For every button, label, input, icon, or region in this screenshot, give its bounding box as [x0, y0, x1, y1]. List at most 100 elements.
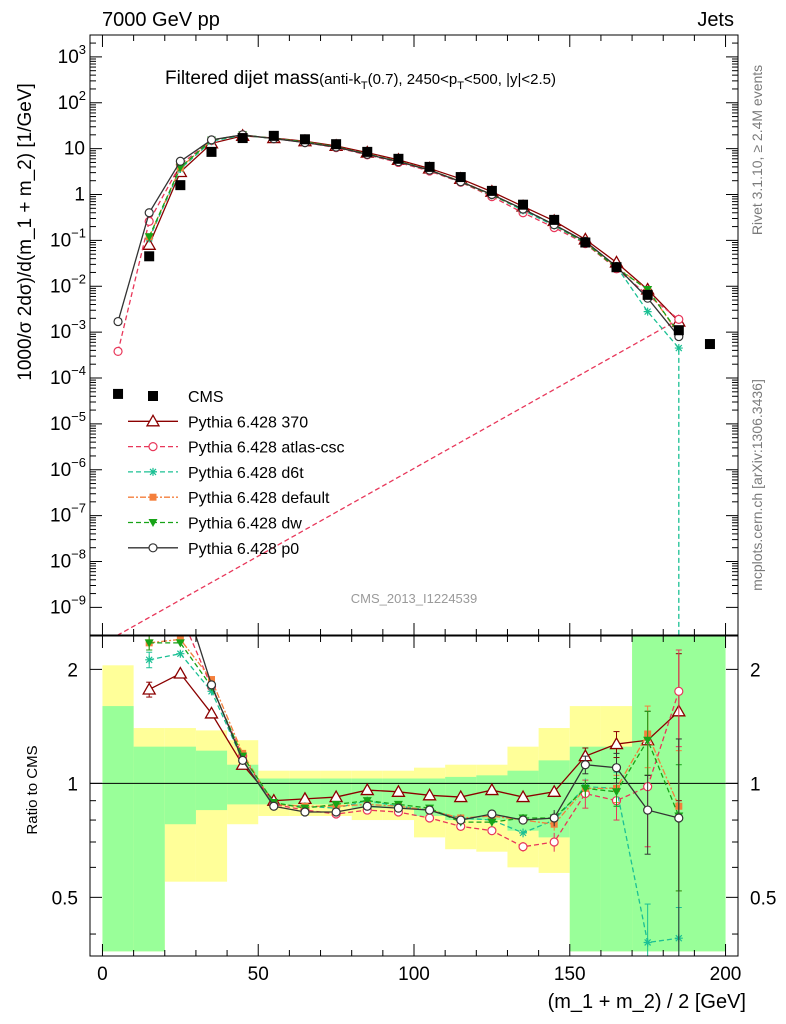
- ratio-point-5-11: [456, 815, 466, 825]
- rivet-label: Rivet 3.1.10, ≥ 2.4M events: [749, 65, 765, 235]
- ratio-point-1-13: [518, 842, 528, 852]
- legend-marker-0: [148, 391, 158, 401]
- y-tick-label-3: 10−6: [50, 455, 86, 481]
- main-series-group: [113, 128, 715, 635]
- ratio-y-tick-label-0: 0.5: [52, 888, 78, 909]
- data-point-9: [393, 153, 404, 164]
- band-green-15: [569, 746, 601, 952]
- x-tick-label-2: 100: [398, 964, 430, 985]
- ratio-point-5-5: [269, 801, 279, 811]
- legend: CMS Pythia 6.428 370 Pythia 6.428 atlas-cs…: [128, 389, 345, 558]
- ratio-point-5-10: [424, 805, 435, 815]
- ratio-point-0-0: [142, 682, 157, 695]
- ratio-point-1-14: [549, 837, 559, 847]
- series-line-1: [117, 134, 680, 635]
- series-2-point-16: [643, 307, 652, 316]
- ratio-point-0-8: [391, 784, 406, 797]
- series-4-point-0: [144, 233, 154, 242]
- ratio-y-tick-label-right-0: 0.5: [750, 888, 776, 909]
- legend-marker-4: [149, 493, 157, 501]
- ratio-point-2-2: [207, 687, 216, 696]
- ratio-point-5-4: [238, 755, 248, 765]
- series-1-point-0: [113, 346, 123, 357]
- ratio-point-4-14: [580, 784, 590, 793]
- data-point-0: [113, 388, 124, 399]
- legend-label-4: Pythia 6.428 default: [188, 490, 330, 507]
- x-tick-label-1: 50: [248, 964, 269, 985]
- data-point-19: [704, 339, 715, 350]
- title-sub-3: (0.7), 2450<p: [368, 71, 458, 88]
- ratio-point-4-6: [331, 800, 341, 809]
- y-tick-label-12: 103: [58, 42, 86, 68]
- ratio-point-3-2: [208, 676, 215, 684]
- axis-ticks: 0 50 100 150 200 10−9 10−8 10−7 10−6 10−5 10−4 10−3…: [50, 34, 776, 985]
- ratio-point-2-12: [519, 828, 528, 837]
- data-point-15: [580, 237, 591, 248]
- data-point-11: [455, 172, 466, 183]
- data-point-4: [237, 133, 248, 144]
- data-point-12: [486, 185, 497, 196]
- y-tick-label-9: 1: [74, 185, 85, 206]
- ratio-point-5-2: [176, 583, 184, 591]
- ratio-line-4: [149, 642, 680, 823]
- mcplots-label: mcplots.cern.ch [arXiv:1306.3436]: [749, 379, 765, 591]
- ratio-point-5-1: [145, 427, 153, 435]
- band-green-3: [195, 750, 228, 811]
- ratio-point-5-18: [674, 813, 684, 823]
- legend-marker-2: [148, 442, 158, 452]
- x-axis-label: (m_1 + m_2) / 2 [GeV]: [548, 991, 746, 1013]
- band-green-2: [164, 746, 196, 825]
- ratio-point-5-13: [518, 815, 528, 825]
- ratio-point-4-0: [144, 639, 154, 648]
- header-left: 7000 GeV pp: [102, 9, 220, 31]
- ratio-point-4-7: [362, 797, 372, 806]
- legend-label-2: Pythia 6.428 atlas-csc: [188, 440, 345, 457]
- y-tick-label-6: 10−3: [50, 317, 86, 343]
- data-point-3: [206, 146, 217, 157]
- ratio-point-4-11: [487, 818, 497, 827]
- ratio-point-0-12: [515, 789, 531, 803]
- ratio-series-group: [114, 195, 686, 956]
- ratio-point-5-3: [206, 680, 217, 690]
- legend-label-6: Pythia 6.428 p0: [188, 541, 299, 558]
- data-point-8: [362, 146, 373, 157]
- x-tick-label-4: 200: [710, 964, 742, 985]
- ratio-point-2-1: [176, 649, 185, 658]
- title-sub-2: T: [361, 80, 368, 92]
- data-point-10: [424, 161, 435, 172]
- ratio-point-5-0: [114, 195, 122, 203]
- series-1-point-18: [674, 314, 684, 324]
- ratio-point-5-17: [643, 805, 653, 815]
- title-main: Filtered dijet mass: [165, 68, 319, 89]
- y-axis-label: 1000/σ 2dσ)/d(m_1 + m_2) [1/GeV]: [15, 83, 36, 381]
- ratio-point-5-6: [300, 807, 310, 817]
- ratio-point-0-13: [547, 784, 562, 797]
- data-point-5: [268, 130, 279, 141]
- y-tick-label-2: 10−7: [50, 501, 86, 527]
- data-point-6: [299, 134, 310, 145]
- y-tick-label-1: 10−8: [50, 547, 86, 573]
- ratio-point-4-1: [175, 639, 185, 648]
- ratio-y-tick-label-right-2: 2: [750, 660, 761, 681]
- ratio-point-0-15: [609, 736, 624, 750]
- ratio-point-0-9: [422, 787, 437, 801]
- ratio-point-4-16: [643, 736, 653, 745]
- series-5-point-0: [113, 316, 123, 327]
- title-sub-5: <500, |y|<2.5): [464, 71, 556, 88]
- band-green-0: [102, 706, 134, 952]
- ratio-y-tick-label-2: 2: [67, 660, 78, 681]
- ratio-point-0-2: [204, 706, 219, 719]
- ratio-point-0-7: [360, 782, 375, 796]
- ratio-point-1-10: [424, 813, 435, 823]
- ratio-point-2-16: [643, 938, 652, 947]
- title-sub-4: T: [457, 80, 464, 92]
- y-tick-label-0: 10−9: [50, 592, 86, 618]
- ratio-point-2-0: [145, 655, 154, 664]
- watermark: CMS_2013_I1224539: [351, 591, 478, 606]
- legend-marker-6: [148, 543, 158, 553]
- ratio-point-0-11: [484, 782, 500, 796]
- y-tick-label-4: 10−5: [50, 409, 86, 435]
- ratio-point-5-7: [331, 807, 341, 817]
- band-green-1: [133, 746, 165, 952]
